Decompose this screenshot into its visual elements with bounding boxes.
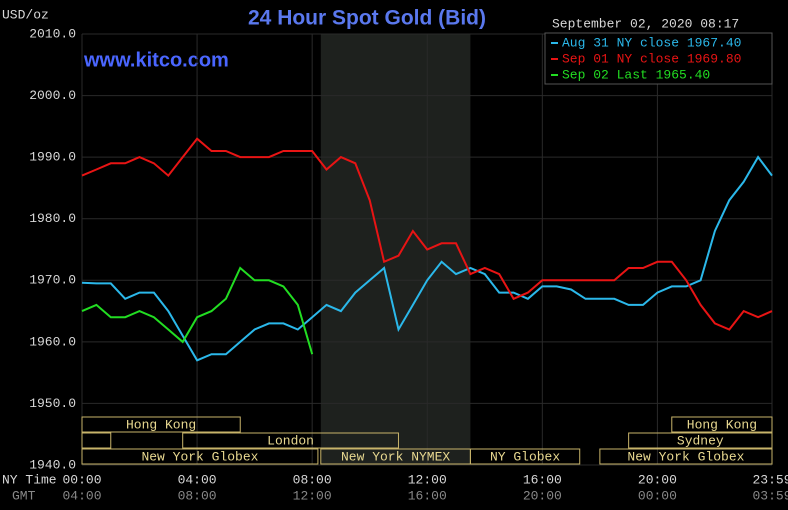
- series-line: [81, 266, 314, 355]
- x2-tick-label: 20:00: [523, 488, 562, 503]
- x2-tick-label: 16:00: [408, 488, 447, 503]
- y-tick-label: 1940.0: [29, 457, 76, 472]
- session-box: [81, 432, 112, 449]
- session-box: [81, 416, 241, 433]
- session-box: [81, 448, 319, 465]
- y-tick-label: 1990.0: [29, 150, 76, 165]
- x2-tick-label: 12:00: [293, 488, 332, 503]
- watermark: www.kitco.com: [83, 49, 229, 71]
- x-tick-label: 20:00: [638, 472, 677, 487]
- session-label: Sydney: [677, 433, 724, 448]
- session-box: [599, 448, 773, 465]
- session-box: [469, 448, 581, 465]
- x2-axis-label: GMT: [12, 488, 36, 503]
- legend-entry: Sep 02 Last 1965.40: [562, 67, 710, 82]
- legend-entry: Sep 01 NY close 1969.80: [562, 51, 741, 66]
- series-line: [81, 155, 773, 362]
- session-box: [628, 432, 773, 449]
- session-shade: [320, 34, 471, 465]
- x2-tick-label: 00:00: [638, 488, 677, 503]
- y-tick-label: 1980.0: [29, 211, 76, 226]
- x-tick-label: 00:00: [62, 472, 101, 487]
- session-label: Hong Kong: [126, 417, 196, 432]
- session-label: London: [267, 433, 314, 448]
- x2-tick-label: 04:00: [62, 488, 101, 503]
- subtitle: September 02, 2020 08:17: [552, 16, 739, 31]
- y-tick-label: 1970.0: [29, 273, 76, 288]
- y-tick-label: 1950.0: [29, 396, 76, 411]
- session-label: New York NYMEX: [341, 449, 450, 464]
- session-label: New York Globex: [141, 449, 258, 464]
- series-line: [81, 137, 773, 331]
- x-tick-label: 04:00: [178, 472, 217, 487]
- y-tick-label: 1960.0: [29, 334, 76, 349]
- chart-title: 24 Hour Spot Gold (Bid): [248, 7, 486, 30]
- y-axis-label: USD/oz: [2, 7, 49, 22]
- session-box: [671, 416, 773, 433]
- y-tick-label: 2000.0: [29, 88, 76, 103]
- session-label: New York Globex: [627, 449, 744, 464]
- x-tick-label: 16:00: [523, 472, 562, 487]
- x-tick-label: 08:00: [293, 472, 332, 487]
- x-tick-label: 23:59: [752, 472, 788, 487]
- session-label: Hong Kong: [687, 417, 757, 432]
- session-box: [182, 432, 399, 449]
- x2-tick-label: 08:00: [178, 488, 217, 503]
- x2-tick-label: 03:59: [752, 488, 788, 503]
- y-tick-label: 2010.0: [29, 26, 76, 41]
- x-axis-label: NY Time: [2, 472, 57, 487]
- session-label: NY Globex: [490, 449, 560, 464]
- x-tick-label: 12:00: [408, 472, 447, 487]
- legend-entry: Aug 31 NY close 1967.40: [562, 35, 741, 50]
- legend-box: [544, 32, 773, 85]
